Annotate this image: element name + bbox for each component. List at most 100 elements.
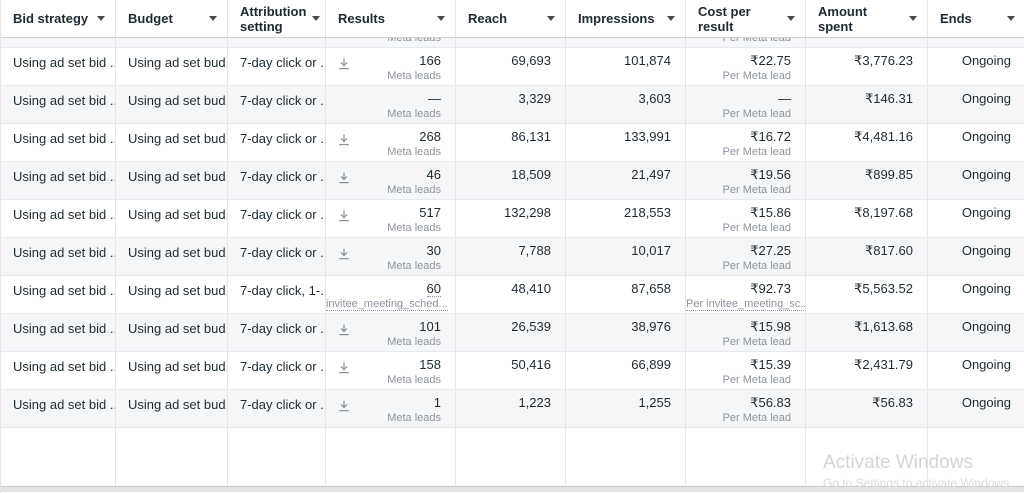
amount-spent-cell [806,38,928,47]
results-type-label: Meta leads [387,374,441,386]
horizontal-scrollbar[interactable] [1,487,1024,492]
cost-per-result-cell: ₹92.73 Per invitee_meeting_sc... [686,276,806,313]
budget-cell: Using ad set bud... [116,238,228,275]
results-value: — [428,91,441,106]
ends-value: Ongoing [961,53,1011,68]
chevron-down-icon[interactable] [209,16,217,21]
attribution-value: 7-day click or ... [240,55,326,70]
download-leads-icon[interactable] [338,209,350,222]
column-header-label: Reach [468,11,508,26]
chevron-down-icon[interactable] [1007,16,1015,21]
column-header-ends[interactable]: Ends [928,0,1024,37]
download-leads-icon[interactable] [338,399,350,412]
impressions-cell: 1,255 [566,390,686,427]
bid-strategy-value: Using ad set bid ... [13,359,116,374]
ends-cell: Ongoing [928,314,1024,351]
cost-per-result-value: ₹92.73 [750,281,791,296]
ends-value: Ongoing [961,319,1011,334]
chevron-down-icon[interactable] [547,16,555,21]
table-row[interactable]: Using ad set bid ... Using ad set bud...… [1,86,1024,124]
attribution-cell: 7-day click or ... [228,86,326,123]
amount-spent-cell: ₹56.83 [806,390,928,427]
column-header-reach[interactable]: Reach [456,0,566,37]
table-row-partial[interactable]: Meta leads Per Meta lead [1,38,1024,48]
cost-type-label: Per Meta lead [722,70,791,82]
bid-strategy-cell: Using ad set bid ... [1,162,116,199]
table-row[interactable]: Using ad set bid ... Using ad set bud...… [1,390,1024,428]
download-leads-icon[interactable] [338,323,350,336]
column-header-label: Amount spent [818,3,868,34]
bid-strategy-cell: Using ad set bid ... [1,48,116,85]
results-type-label: Meta leads [387,38,441,44]
ends-cell: Ongoing [928,162,1024,199]
chevron-down-icon[interactable] [787,16,795,21]
column-header-bid-strategy[interactable]: Bid strategy [1,0,116,37]
amount-spent-cell: ₹817.60 [806,238,928,275]
column-header-label: Impressions [578,11,655,26]
cost-type-label: Per Meta lead [722,108,791,120]
download-leads-icon[interactable] [338,133,350,146]
bid-strategy-cell: Using ad set bid ... [1,200,116,237]
cost-per-result-cell: ₹56.83 Per Meta lead [686,390,806,427]
cost-type-label: Per Meta lead [722,38,791,44]
attribution-value: 7-day click or ... [240,169,326,184]
budget-value: Using ad set bud... [128,131,228,146]
ends-value: Ongoing [961,205,1011,220]
column-header-amount-spent[interactable]: Amount spent [806,0,928,37]
cost-per-result-cell: — Per Meta lead [686,86,806,123]
budget-cell: Using ad set bud... [116,86,228,123]
bid-strategy-cell: Using ad set bid ... [1,238,116,275]
column-header-cost-per-result[interactable]: Cost per result [686,0,806,37]
table-row[interactable]: Using ad set bid ... Using ad set bud...… [1,314,1024,352]
reach-value: 48,410 [511,281,551,296]
ends-cell: Ongoing [928,390,1024,427]
reach-cell: 132,298 [456,200,566,237]
impressions-value: 38,976 [631,319,671,334]
cost-per-result-cell: ₹15.86 Per Meta lead [686,200,806,237]
column-header-results[interactable]: Results [326,0,456,37]
ends-value: Ongoing [961,243,1011,258]
budget-value: Using ad set bud... [128,245,228,260]
budget-cell: Using ad set bud... [116,276,228,313]
attribution-value: 7-day click or ... [240,321,326,336]
download-leads-icon[interactable] [338,247,350,260]
impressions-cell: 21,497 [566,162,686,199]
budget-value: Using ad set bud... [128,321,228,336]
amount-spent-value: ₹5,563.52 [854,281,913,296]
ends-value: Ongoing [961,129,1011,144]
table-row[interactable]: Using ad set bid ... Using ad set bud...… [1,200,1024,238]
bid-strategy-value: Using ad set bid ... [13,131,116,146]
download-leads-icon[interactable] [338,171,350,184]
table-row[interactable]: Using ad set bid ... Using ad set bud...… [1,352,1024,390]
impressions-cell: 10,017 [566,238,686,275]
table-row[interactable]: Using ad set bid ... Using ad set bud...… [1,48,1024,86]
results-type-label: Meta leads [387,222,441,234]
attribution-value: 7-day click or ... [240,131,326,146]
download-leads-icon[interactable] [338,361,350,374]
bid-strategy-cell: Using ad set bid ... [1,352,116,389]
chevron-down-icon[interactable] [667,16,675,21]
cost-per-result-cell: ₹27.25 Per Meta lead [686,238,806,275]
table-row[interactable]: Using ad set bid ... Using ad set bud...… [1,238,1024,276]
impressions-value: 66,899 [631,357,671,372]
results-value: 30 [426,243,441,258]
bid-strategy-value: Using ad set bid ... [13,55,116,70]
chevron-down-icon[interactable] [312,16,321,21]
table-row[interactable]: Using ad set bid ... Using ad set bud...… [1,276,1024,314]
amount-spent-value: ₹2,431.79 [854,357,913,372]
column-header-label: Bid strategy [13,11,89,26]
attribution-cell: 7-day click or ... [228,124,326,161]
download-leads-icon[interactable] [338,57,350,70]
column-header-impressions[interactable]: Impressions [566,0,686,37]
results-cell: 268 Meta leads [326,124,456,161]
attribution-value: 7-day click, 1-... [240,283,326,298]
table-row[interactable]: Using ad set bid ... Using ad set bud...… [1,162,1024,200]
column-header-budget[interactable]: Budget [116,0,228,37]
chevron-down-icon[interactable] [909,16,917,21]
ends-value: Ongoing [961,395,1011,410]
budget-value: Using ad set bud... [128,55,228,70]
chevron-down-icon[interactable] [437,16,445,21]
table-row[interactable]: Using ad set bid ... Using ad set bud...… [1,124,1024,162]
chevron-down-icon[interactable] [97,16,105,21]
column-header-attribution-setting[interactable]: Attribution setting [228,0,326,37]
